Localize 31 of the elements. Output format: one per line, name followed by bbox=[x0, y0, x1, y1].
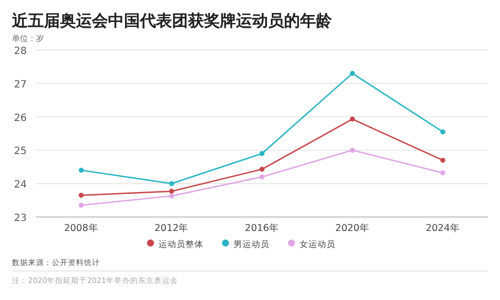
point bbox=[440, 129, 446, 134]
legend-label: 女运动员 bbox=[300, 239, 336, 250]
x-tick-label: 2020年 bbox=[335, 222, 370, 234]
point bbox=[78, 202, 84, 208]
x-tick-label: 2012年 bbox=[154, 222, 189, 234]
y-tick-label: 26 bbox=[14, 112, 27, 124]
point bbox=[350, 148, 355, 153]
point bbox=[440, 170, 446, 176]
point bbox=[169, 193, 174, 198]
y-tick-label: 27 bbox=[14, 79, 27, 90]
point bbox=[260, 174, 264, 180]
y-tick-label: 28 bbox=[14, 46, 27, 57]
x-tick-label: 2008年 bbox=[64, 222, 98, 234]
legend-label: 男运动员 bbox=[234, 239, 270, 250]
point bbox=[350, 116, 355, 122]
point bbox=[78, 168, 84, 173]
point bbox=[78, 192, 84, 198]
point bbox=[260, 151, 264, 156]
chart-subtitle: 单位：岁 bbox=[12, 34, 44, 43]
chart-title: 近五届奥运会中国代表团获奖牌运动员的年龄 bbox=[11, 11, 333, 30]
y-tick-label: 24 bbox=[14, 180, 27, 191]
y-tick-label: 23 bbox=[14, 213, 27, 224]
x-tick-label: 2024年 bbox=[426, 222, 460, 234]
point bbox=[260, 166, 264, 172]
point bbox=[440, 158, 446, 163]
legend-label: 运动员整体 bbox=[158, 239, 204, 250]
y-tick-label: 25 bbox=[14, 146, 27, 158]
x-tick-label: 2016年 bbox=[244, 222, 280, 234]
point bbox=[169, 188, 174, 194]
point bbox=[350, 70, 355, 76]
point bbox=[169, 181, 174, 186]
